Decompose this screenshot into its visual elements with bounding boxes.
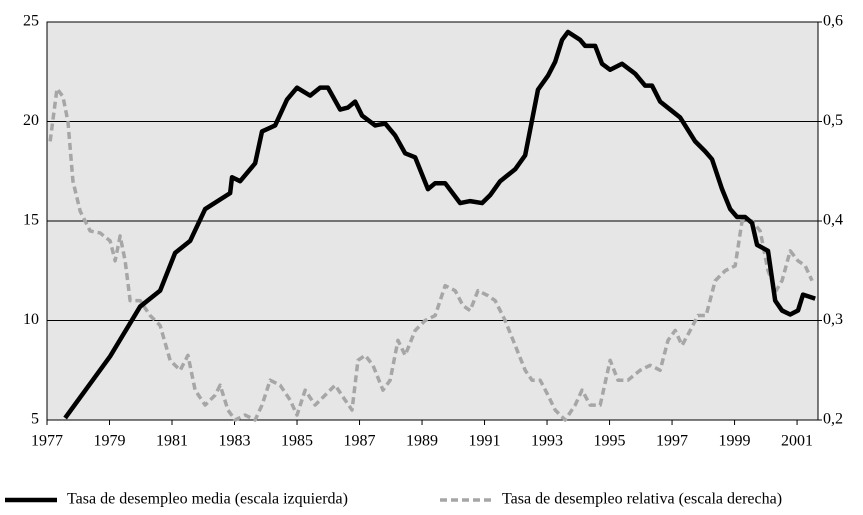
y-tick-label: 15	[23, 212, 39, 229]
y2-tick-label: 0,6	[823, 13, 843, 30]
x-tick-label: 1997	[656, 433, 688, 450]
x-tick-label: 1979	[94, 433, 126, 450]
plot-border	[46, 21, 819, 421]
series-line	[63, 29, 816, 420]
x-tick-label: 1999	[719, 433, 751, 450]
y-tick-label: 5	[31, 411, 39, 428]
x-tick-label: 2001	[781, 433, 813, 450]
y2-tick-label: 0,3	[823, 311, 843, 328]
x-tick-label: 1985	[281, 433, 313, 450]
x-tick-label: 1989	[406, 433, 438, 450]
y2-tick-label: 0,4	[823, 212, 843, 229]
x-tick-label: 1983	[219, 433, 251, 450]
x-tick-label: 1991	[469, 433, 501, 450]
series-line	[48, 86, 814, 422]
x-tick-label: 1977	[31, 433, 63, 450]
y-tick-label: 20	[23, 112, 39, 129]
x-tick-label: 1993	[531, 433, 563, 450]
y2-tick-label: 0,2	[823, 411, 843, 428]
y-tick-label: 10	[23, 311, 39, 328]
y2-tick-label: 0,5	[823, 112, 843, 129]
legend-label: Tasa de desempleo media (escala izquierd…	[67, 491, 348, 508]
x-tick-label: 1995	[594, 433, 626, 450]
legend-label: Tasa de desempleo relativa (escala derec…	[502, 491, 782, 508]
x-tick-label: 1981	[156, 433, 188, 450]
x-tick-label: 1987	[344, 433, 376, 450]
y-tick-label: 25	[23, 13, 39, 30]
